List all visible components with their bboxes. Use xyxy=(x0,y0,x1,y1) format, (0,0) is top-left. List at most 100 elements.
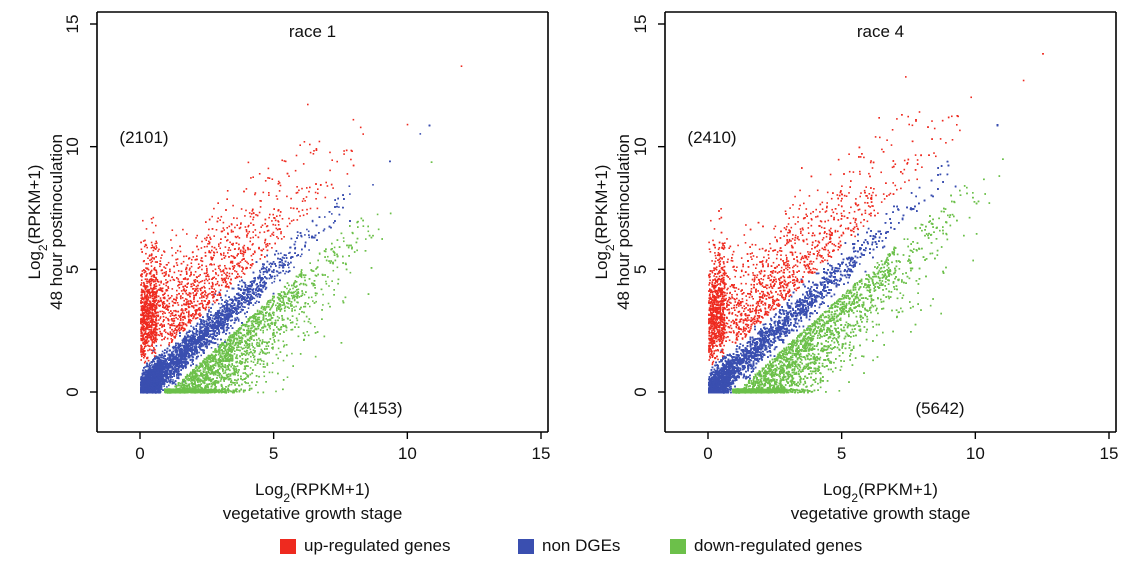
non-dge-point xyxy=(287,261,289,264)
non-dge-point xyxy=(226,324,229,327)
non-dge-point xyxy=(218,311,220,314)
non-dge-point xyxy=(201,334,203,337)
non-dge-point xyxy=(248,293,251,296)
non-dge-point xyxy=(239,280,241,283)
non-dge-point xyxy=(332,222,335,224)
non-dge-point xyxy=(297,234,299,237)
non-dge-point xyxy=(231,319,234,321)
non-dge-point xyxy=(203,325,206,327)
non-dge-point xyxy=(256,286,259,288)
non-dge-point xyxy=(194,346,196,348)
non-dge-point xyxy=(216,326,218,329)
non-dge-point xyxy=(176,368,179,370)
non-dge-point xyxy=(195,329,198,331)
non-dge-point xyxy=(216,310,219,312)
non-dge-point xyxy=(185,333,188,335)
non-dge-point xyxy=(204,325,207,328)
non-dge-point xyxy=(294,246,297,249)
non-dge-point xyxy=(255,291,257,294)
non-dge-point xyxy=(281,262,284,264)
non-dge-point xyxy=(173,345,175,348)
non-dge-point xyxy=(285,270,287,273)
non-dge-point xyxy=(183,354,185,356)
non-dge-point xyxy=(151,374,153,376)
non-dge-point xyxy=(266,269,268,272)
non-dge-point xyxy=(226,310,229,313)
non-dge-point xyxy=(176,351,179,353)
non-dge-point xyxy=(202,335,205,337)
non-dge-point xyxy=(284,272,286,275)
non-dge-point xyxy=(233,304,236,306)
non-dge-point xyxy=(262,273,265,276)
non-dge-point xyxy=(240,304,243,307)
non-dge-point xyxy=(226,323,228,325)
non-dge-point xyxy=(247,307,250,309)
non-dge-point xyxy=(419,133,422,135)
non-dge-point xyxy=(268,263,271,266)
non-dge-point xyxy=(189,330,192,333)
non-dge-point xyxy=(256,287,258,289)
non-dge-point xyxy=(282,264,284,266)
non-dge-point xyxy=(169,376,172,379)
non-dge-point xyxy=(253,277,255,280)
non-dge-point xyxy=(161,350,164,353)
non-dge-point xyxy=(372,184,374,186)
non-dge-point xyxy=(211,338,214,340)
non-dge-point xyxy=(216,328,218,330)
non-dge-point xyxy=(254,279,256,281)
non-dge-point xyxy=(195,352,198,355)
non-dge-point xyxy=(288,252,290,254)
non-dge-point xyxy=(216,334,218,337)
non-dge-point xyxy=(279,264,282,267)
non-dge-point xyxy=(283,262,285,265)
non-dge-point xyxy=(208,339,211,342)
non-dge-point xyxy=(293,266,295,269)
non-dge-point xyxy=(250,295,253,297)
non-dge-point xyxy=(212,328,215,331)
non-dge-point xyxy=(227,303,230,306)
non-dge-point xyxy=(175,363,178,366)
non-dge-point xyxy=(189,336,192,339)
point-cloud xyxy=(140,65,463,394)
non-dge-point xyxy=(191,349,194,352)
non-dge-point xyxy=(149,362,151,364)
non-dge-point xyxy=(280,252,282,255)
non-dge-point xyxy=(232,304,235,307)
non-dge-point xyxy=(201,331,203,333)
non-dge-point xyxy=(254,294,257,297)
non-dge-point xyxy=(180,363,183,366)
non-dge-point xyxy=(213,342,216,345)
non-dge-point xyxy=(185,339,187,341)
non-dge-point xyxy=(323,228,326,230)
non-dge-point xyxy=(144,366,146,368)
non-dge-point xyxy=(230,302,233,304)
non-dge-point xyxy=(162,377,165,380)
non-dge-point xyxy=(301,253,303,256)
non-dge-point xyxy=(210,311,212,313)
non-dge-point xyxy=(190,340,192,342)
non-dge-point xyxy=(224,318,226,321)
non-dge-point xyxy=(294,240,297,243)
non-dge-point xyxy=(296,255,298,257)
non-dge-point xyxy=(171,369,173,372)
non-dge-point xyxy=(212,320,214,323)
non-dge-point xyxy=(196,350,199,353)
non-dge-point xyxy=(168,376,171,378)
non-dge-point xyxy=(264,267,267,270)
non-dge-point xyxy=(211,333,213,336)
non-dge-point xyxy=(218,302,220,305)
non-dge-point xyxy=(288,263,290,265)
non-dge-point xyxy=(259,285,262,287)
non-dge-point xyxy=(331,213,333,215)
non-dge-point xyxy=(193,349,196,351)
non-dge-point xyxy=(217,328,220,330)
non-dge-point xyxy=(184,357,187,360)
non-dge-point xyxy=(200,327,202,330)
non-dge-point xyxy=(221,306,223,308)
non-dge-point xyxy=(166,369,168,372)
non-dge-point xyxy=(153,358,155,360)
non-dge-point xyxy=(265,286,268,289)
non-dge-point xyxy=(259,269,261,272)
non-dge-point xyxy=(166,386,168,388)
